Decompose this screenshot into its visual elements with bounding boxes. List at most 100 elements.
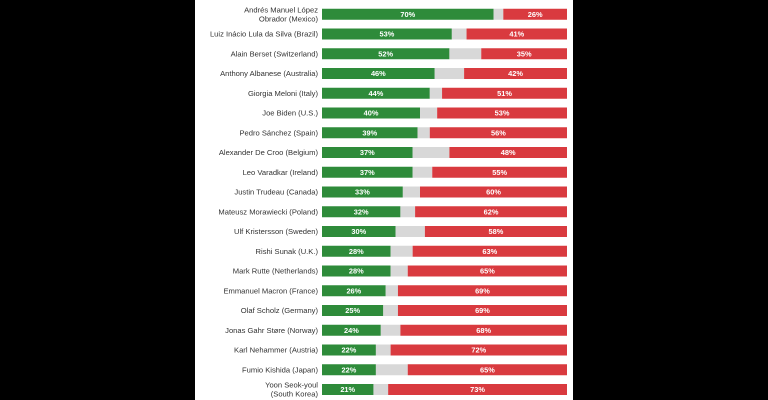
no-opinion-bar [395,226,425,237]
disapprove-value-label: 73% [470,385,485,394]
disapprove-value-label: 63% [482,247,497,256]
disapprove-value-label: 65% [480,365,495,374]
disapprove-bar [432,166,567,178]
leader-name-label: Leo Varadkar (Ireland) [243,168,319,177]
approve-value-label: 46% [371,69,386,78]
no-opinion-bar [451,28,467,40]
approve-bar [322,186,403,198]
leader-name-label: Anthony Albanese (Australia) [220,69,318,78]
approve-bar [322,147,413,158]
leader-name-label: Rishi Sunak (U.K.) [256,247,319,256]
disapprove-bar [400,324,567,336]
disapprove-value-label: 53% [495,109,510,118]
leader-name-label: Alexander De Croo (Belgium) [219,148,319,157]
disapprove-bar [424,226,567,237]
approve-value-label: 22% [342,365,357,374]
chart-panel: 70% 26% Andrés Manuel López Obrador (Mexico… [195,0,573,400]
disapprove-value-label: 41% [509,30,524,39]
no-opinion-bar [373,384,389,395]
disapprove-bar [481,48,567,60]
approve-value-label: 26% [346,286,361,295]
disapprove-bar [407,265,567,277]
disapprove-value-label: 60% [486,188,501,197]
disapprove-value-label: 51% [497,89,512,98]
disapprove-bar [464,68,567,79]
no-opinion-bar [420,107,438,119]
disapprove-bar [442,87,567,99]
disapprove-bar [397,285,567,297]
approve-value-label: 53% [380,30,395,39]
leader-name-label: Pedro Sánchez (Spain) [239,128,318,137]
disapprove-value-label: 65% [480,267,495,276]
leader-name-label: Ulf Kristersson (Sweden) [234,227,318,236]
no-opinion-bar [390,245,413,257]
approve-bar [322,265,391,277]
disapprove-value-label: 42% [508,69,523,78]
disapprove-bar [407,364,567,376]
leader-name-label: (South Korea) [271,390,319,399]
no-opinion-bar [412,147,450,158]
no-opinion-bar [417,127,430,139]
disapprove-bar [412,245,567,257]
no-opinion-bar [375,364,408,376]
approve-bar [322,8,494,20]
leader-name-label: Luiz Inácio Lula da Silva (Brazil) [210,30,319,39]
approve-bar [322,344,376,356]
disapprove-bar [466,28,567,40]
disapprove-value-label: 69% [475,286,490,295]
approve-value-label: 40% [364,109,379,118]
leader-name-label: Mateusz Morawiecki (Poland) [218,207,318,216]
approve-bar [322,166,413,178]
approve-value-label: 37% [360,148,375,157]
approve-value-label: 28% [349,267,364,276]
approve-bar [322,48,450,60]
approve-value-label: 44% [369,89,384,98]
approve-value-label: 70% [400,10,415,19]
approve-value-label: 24% [344,326,359,335]
leader-name-label: Olaf Scholz (Germany) [241,306,319,315]
disapprove-bar [437,107,567,119]
approve-bar [322,245,391,257]
no-opinion-bar [449,48,482,60]
leader-name-label: Mark Rutte (Netherlands) [233,267,319,276]
disapprove-bar [503,8,567,20]
approve-bar [322,305,384,316]
disapprove-value-label: 35% [517,49,532,58]
leader-name-label: Joe Biden (U.S.) [262,109,318,118]
leader-name-label: Alain Berset (Switzerland) [231,49,319,58]
disapprove-value-label: 48% [501,148,516,157]
no-opinion-bar [402,186,420,198]
disapprove-value-label: 68% [476,326,491,335]
approve-bar [322,324,381,336]
approve-bar [322,107,420,119]
disapprove-bar [420,186,567,198]
leader-name-label: Justin Trudeau (Canada) [234,188,318,197]
disapprove-bar [388,384,567,395]
no-opinion-bar [385,285,398,297]
approve-bar [322,384,374,395]
approve-value-label: 33% [355,188,370,197]
disapprove-value-label: 62% [484,207,499,216]
leader-name-label: Emmanuel Macron (France) [223,286,318,295]
no-opinion-bar [375,344,391,356]
disapprove-value-label: 72% [471,346,486,355]
leader-name-label: Karl Nehammer (Austria) [234,346,318,355]
disapprove-value-label: 69% [475,306,490,315]
approve-bar [322,206,401,218]
no-opinion-bar [380,324,401,336]
approve-bar [322,364,376,376]
approve-value-label: 21% [340,385,355,394]
disapprove-bar [397,305,567,316]
approve-bar [322,226,396,237]
approve-value-label: 22% [342,346,357,355]
approve-value-label: 28% [349,247,364,256]
disapprove-bar [415,206,567,218]
approve-value-label: 37% [360,168,375,177]
disapprove-value-label: 26% [528,10,543,19]
leader-name-label: Jonas Gahr Støre (Norway) [225,326,318,335]
no-opinion-bar [400,206,416,218]
approve-bar [322,285,386,297]
approve-bar [322,87,430,99]
approve-value-label: 25% [345,306,360,315]
